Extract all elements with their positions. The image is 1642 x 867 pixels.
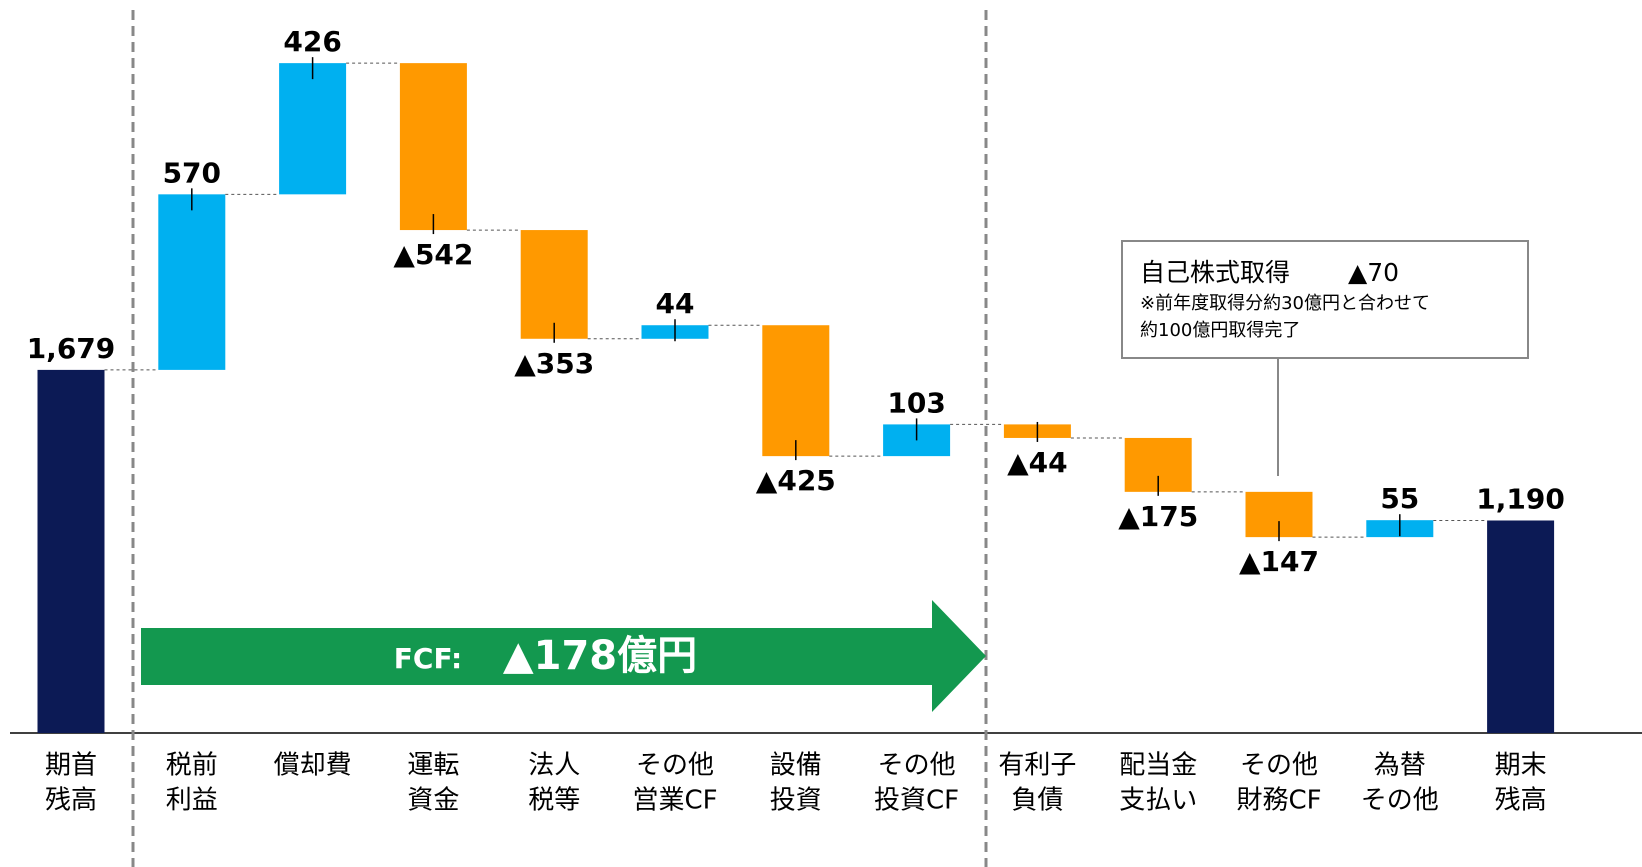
x-tick-label: 法人 (528, 751, 580, 781)
bar (279, 63, 347, 195)
x-tick-label: 負債 (1011, 786, 1063, 816)
x-tick-label: その他 (1240, 751, 1318, 781)
callout-value: ▲70 (1348, 258, 1399, 287)
bar (399, 63, 467, 231)
x-tick-label: 投資 (770, 786, 822, 816)
callout-note: 約100億円取得完了 (1140, 320, 1300, 341)
x-tick-label: 利益 (166, 786, 218, 816)
value-label: ▲542 (393, 238, 473, 271)
value-label: ▲353 (514, 347, 594, 380)
x-tick-label: 償却費 (274, 751, 352, 781)
x-tick-label: 資金 (407, 786, 459, 816)
value-label: ▲175 (1118, 500, 1198, 533)
value-label: 1,679 (27, 332, 116, 365)
bar (1487, 520, 1555, 733)
bar (520, 230, 588, 339)
bar (37, 369, 105, 733)
x-tick-label: 為替 (1374, 751, 1426, 781)
value-label: 570 (163, 156, 221, 189)
x-tick-label: 支払い (1119, 786, 1197, 816)
callout-box (1121, 240, 1529, 359)
x-tick-label: 配当金 (1119, 751, 1197, 781)
x-tick-label: その他 (878, 751, 956, 781)
x-tick-label: その他 (636, 751, 714, 781)
value-label: ▲44 (1007, 446, 1068, 479)
fcf-arrow (141, 600, 986, 712)
value-label: 1,190 (1476, 482, 1565, 515)
x-tick-label: 期末 (1495, 751, 1547, 781)
callout-note: ※前年度取得分約30億円と合わせて (1140, 293, 1430, 314)
value-label: 426 (283, 25, 341, 58)
x-tick-label: 残高 (1495, 786, 1547, 816)
value-label: 55 (1380, 482, 1419, 515)
value-label: ▲147 (1239, 545, 1319, 578)
bar (158, 194, 226, 370)
callout-title: 自己株式取得 (1140, 258, 1290, 287)
fcf-label: FCF: (394, 642, 462, 675)
x-tick-label: 営業CF (632, 786, 717, 816)
x-tick-label: 投資CF (874, 786, 959, 816)
x-tick-label: 残高 (45, 786, 97, 816)
fcf-value: ▲178億円 (503, 633, 697, 679)
x-tick-label: 税前 (166, 751, 218, 781)
x-tick-label: 設備 (770, 751, 822, 781)
x-tick-label: 運転 (407, 751, 459, 781)
x-tick-label: 税等 (528, 786, 580, 816)
x-tick-label: 有利子 (998, 751, 1076, 781)
x-tick-label: 期首 (45, 751, 97, 781)
x-tick-label: 財務CF (1236, 786, 1321, 816)
value-label: 103 (887, 386, 945, 419)
bar (762, 325, 830, 457)
value-label: 44 (656, 287, 695, 320)
value-label: ▲425 (756, 464, 836, 497)
x-tick-label: その他 (1361, 786, 1439, 816)
